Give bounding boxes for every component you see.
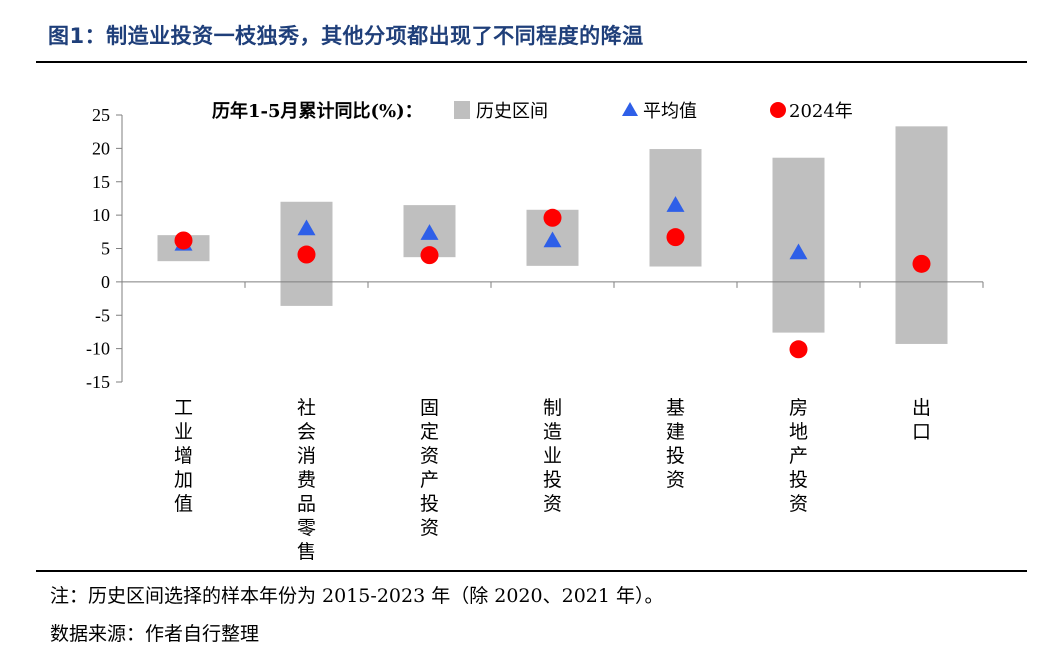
category-label: 社会消费品零售 <box>297 397 316 563</box>
legend-label-range: 历史区间 <box>476 101 548 122</box>
category-label: 房地产投资 <box>789 397 808 515</box>
current-year-marker <box>666 228 685 247</box>
average-marker <box>543 231 562 248</box>
top-rule <box>36 61 1027 63</box>
footnote: 注：历史区间选择的样本年份为 2015-2023 年（除 2020、2021 年… <box>50 585 664 607</box>
category-label: 出口 <box>912 397 931 443</box>
range-dot-chart: 25 20 15 10 5 0 -5 -10 -15 工业增加值 社会消费品零售 固定资产投资 制造业投… <box>86 100 984 563</box>
y-tick-label: 20 <box>92 138 110 158</box>
y-tick-label: 15 <box>92 172 110 192</box>
average-marker <box>297 219 316 236</box>
legend-title: 历年1-5月累计同比(%)： <box>212 100 423 122</box>
legend-swatch-current <box>770 102 786 118</box>
category-label: 制造业投资 <box>543 397 562 515</box>
average-marker <box>666 196 685 212</box>
data-source: 数据来源：作者自行整理 <box>50 623 260 645</box>
category-label: 固定资产投资 <box>420 397 439 539</box>
average-marker <box>789 243 808 260</box>
legend-swatch-range <box>454 101 470 119</box>
figure-title: 图1：制造业投资一枝独秀，其他分项都出现了不同程度的降温 <box>48 24 644 48</box>
current-year-marker <box>789 340 808 359</box>
legend-swatch-average <box>622 102 638 116</box>
y-tick-label: -15 <box>86 372 110 392</box>
legend-label-average: 平均值 <box>643 101 697 122</box>
current-year-marker <box>420 246 439 265</box>
y-tick-label: -5 <box>95 305 110 325</box>
y-tick-label: -10 <box>86 339 110 359</box>
current-year-marker <box>912 254 931 273</box>
range-bar-6 <box>895 126 948 344</box>
category-label: 基建投资 <box>666 397 685 491</box>
current-year-marker <box>297 245 316 264</box>
category-label: 工业增加值 <box>174 397 193 515</box>
y-tick-label: 10 <box>92 205 110 225</box>
legend-label-current: 2024年 <box>789 101 853 122</box>
average-marker <box>420 224 439 240</box>
current-year-marker <box>543 208 562 227</box>
bottom-rule <box>36 570 1027 572</box>
y-tick-label: 5 <box>101 239 110 259</box>
y-tick-label: 0 <box>101 272 110 292</box>
current-year-marker <box>174 231 193 250</box>
y-tick-label: 25 <box>92 105 110 125</box>
